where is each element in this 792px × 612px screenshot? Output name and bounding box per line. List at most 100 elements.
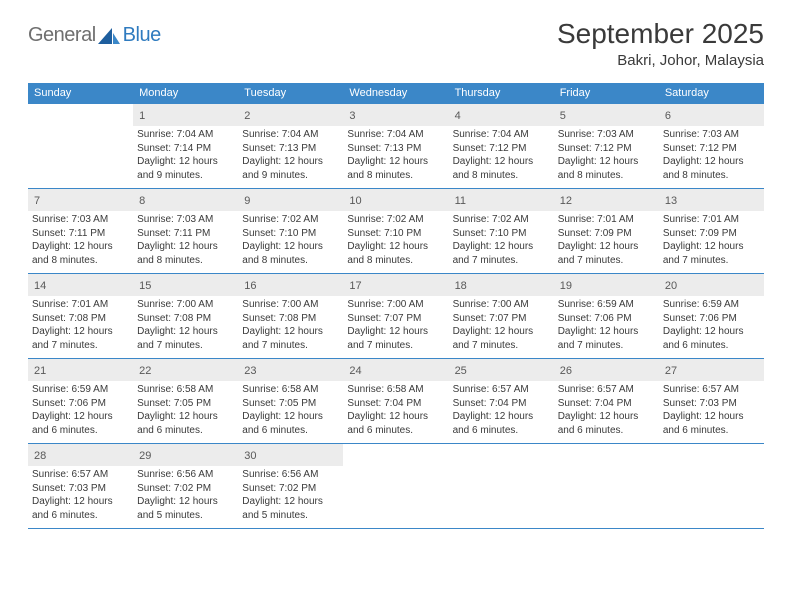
day-number: 15 bbox=[139, 280, 151, 292]
brand-part1: General bbox=[28, 24, 96, 47]
day-cell: 20 Sunrise: 6:59 AMSunset: 7:06 PMDayligh… bbox=[659, 274, 764, 358]
week-row: 1Sunrise: 7:04 AMSunset: 7:14 PMDaylight… bbox=[28, 104, 764, 189]
daylight-line: Daylight: 12 hours and 7 minutes. bbox=[558, 240, 655, 267]
day-header-cell: Friday bbox=[554, 83, 659, 104]
day-number-row: 30 bbox=[238, 444, 343, 466]
sunset-line: Sunset: 7:12 PM bbox=[453, 142, 550, 156]
sunrise-line: Sunrise: 7:01 AM bbox=[558, 213, 655, 227]
sunrise-line: Sunrise: 6:56 AM bbox=[242, 468, 339, 482]
daylight-line: Daylight: 12 hours and 7 minutes. bbox=[137, 325, 234, 352]
day-number: 9 bbox=[244, 195, 250, 207]
daylight-line: Daylight: 12 hours and 8 minutes. bbox=[347, 155, 444, 182]
sunset-line: Sunset: 7:13 PM bbox=[347, 142, 444, 156]
day-number-row: 12 bbox=[554, 189, 659, 211]
brand-logo: General Blue bbox=[28, 18, 161, 47]
sunset-line: Sunset: 7:06 PM bbox=[32, 397, 129, 411]
day-number-row: 23 bbox=[238, 359, 343, 381]
day-number-row: 13 bbox=[659, 189, 764, 211]
weeks-container: 1Sunrise: 7:04 AMSunset: 7:14 PMDaylight… bbox=[28, 104, 764, 529]
sunrise-line: Sunrise: 6:56 AM bbox=[137, 468, 234, 482]
day-number-row: 29 bbox=[133, 444, 238, 466]
day-cell: 17Sunrise: 7:00 AMSunset: 7:07 PMDayligh… bbox=[343, 274, 448, 358]
sunset-line: Sunset: 7:07 PM bbox=[453, 312, 550, 326]
day-number: 3 bbox=[349, 110, 355, 122]
day-number: 11 bbox=[455, 195, 466, 207]
daylight-line: Daylight: 12 hours and 8 minutes. bbox=[453, 155, 550, 182]
day-number-row: 4 bbox=[449, 104, 554, 126]
sunrise-line: Sunrise: 6:59 AM bbox=[558, 298, 655, 312]
sunrise-line: Sunrise: 6:58 AM bbox=[242, 383, 339, 397]
day-cell: 19Sunrise: 6:59 AMSunset: 7:06 PMDayligh… bbox=[554, 274, 659, 358]
sunrise-line: Sunrise: 7:04 AM bbox=[453, 128, 550, 142]
sunset-line: Sunset: 7:10 PM bbox=[347, 227, 444, 241]
day-number-row: 5 bbox=[554, 104, 659, 126]
sunrise-line: Sunrise: 7:00 AM bbox=[242, 298, 339, 312]
day-cell: 3 Sunrise: 7:04 AMSunset: 7:13 PMDaylight… bbox=[343, 104, 448, 188]
sunset-line: Sunset: 7:05 PM bbox=[137, 397, 234, 411]
day-cell: 27Sunrise: 6:57 AMSunset: 7:03 PMDayligh… bbox=[659, 359, 764, 443]
day-number-row: 6 bbox=[659, 104, 764, 126]
daylight-line: Daylight: 12 hours and 9 minutes. bbox=[137, 155, 234, 182]
day-number-row: 9 bbox=[238, 189, 343, 211]
day-number-row: 1 bbox=[133, 104, 238, 126]
day-cell: 22Sunrise: 6:58 AMSunset: 7:05 PMDayligh… bbox=[133, 359, 238, 443]
day-number-row: 22 bbox=[133, 359, 238, 381]
day-number-row: 7 bbox=[28, 189, 133, 211]
day-header-cell: Sunday bbox=[28, 83, 133, 104]
day-number: 19 bbox=[560, 280, 572, 292]
sunset-line: Sunset: 7:08 PM bbox=[137, 312, 234, 326]
day-number: 13 bbox=[665, 195, 677, 207]
day-cell: 24Sunrise: 6:58 AMSunset: 7:04 PMDayligh… bbox=[343, 359, 448, 443]
day-cell bbox=[449, 444, 554, 528]
week-row: 21Sunrise: 6:59 AMSunset: 7:06 PMDayligh… bbox=[28, 359, 764, 444]
sunrise-line: Sunrise: 7:03 AM bbox=[137, 213, 234, 227]
day-number: 29 bbox=[139, 450, 151, 462]
day-number-row: 3 bbox=[343, 104, 448, 126]
day-number: 26 bbox=[560, 365, 572, 377]
daylight-line: Daylight: 12 hours and 7 minutes. bbox=[32, 325, 129, 352]
calendar-page: General Blue September 2025 Bakri, Johor… bbox=[0, 0, 792, 529]
daylight-line: Daylight: 12 hours and 7 minutes. bbox=[347, 325, 444, 352]
day-cell: 4 Sunrise: 7:04 AMSunset: 7:12 PMDaylight… bbox=[449, 104, 554, 188]
day-cell: 1Sunrise: 7:04 AMSunset: 7:14 PMDaylight… bbox=[133, 104, 238, 188]
sunrise-line: Sunrise: 7:01 AM bbox=[32, 298, 129, 312]
day-number: 20 bbox=[665, 280, 677, 292]
day-number: 8 bbox=[139, 195, 145, 207]
day-cell: 5Sunrise: 7:03 AMSunset: 7:12 PMDaylight… bbox=[554, 104, 659, 188]
sunrise-line: Sunrise: 6:57 AM bbox=[663, 383, 760, 397]
sunrise-line: Sunrise: 7:04 AM bbox=[242, 128, 339, 142]
day-cell: 8Sunrise: 7:03 AMSunset: 7:11 PMDaylight… bbox=[133, 189, 238, 273]
daylight-line: Daylight: 12 hours and 6 minutes. bbox=[663, 410, 760, 437]
day-number-row: 21 bbox=[28, 359, 133, 381]
sunset-line: Sunset: 7:03 PM bbox=[663, 397, 760, 411]
sunset-line: Sunset: 7:06 PM bbox=[663, 312, 760, 326]
week-row: 28Sunrise: 6:57 AMSunset: 7:03 PMDayligh… bbox=[28, 444, 764, 529]
day-number: 18 bbox=[455, 280, 467, 292]
day-cell: 10Sunrise: 7:02 AMSunset: 7:10 PMDayligh… bbox=[343, 189, 448, 273]
day-number-row: 19 bbox=[554, 274, 659, 296]
sunrise-line: Sunrise: 7:03 AM bbox=[663, 128, 760, 142]
title-block: September 2025 Bakri, Johor, Malaysia bbox=[557, 18, 764, 69]
daylight-line: Daylight: 12 hours and 6 minutes. bbox=[663, 325, 760, 352]
sunset-line: Sunset: 7:12 PM bbox=[663, 142, 760, 156]
sunrise-line: Sunrise: 7:04 AM bbox=[347, 128, 444, 142]
sunrise-line: Sunrise: 6:59 AM bbox=[663, 298, 760, 312]
day-cell: 2Sunrise: 7:04 AMSunset: 7:13 PMDaylight… bbox=[238, 104, 343, 188]
sunrise-line: Sunrise: 6:57 AM bbox=[32, 468, 129, 482]
day-cell: 23Sunrise: 6:58 AMSunset: 7:05 PMDayligh… bbox=[238, 359, 343, 443]
daylight-line: Daylight: 12 hours and 6 minutes. bbox=[137, 410, 234, 437]
day-cell: 14Sunrise: 7:01 AMSunset: 7:08 PMDayligh… bbox=[28, 274, 133, 358]
day-header-cell: Wednesday bbox=[343, 83, 448, 104]
day-cell: 28Sunrise: 6:57 AMSunset: 7:03 PMDayligh… bbox=[28, 444, 133, 528]
sunrise-line: Sunrise: 6:57 AM bbox=[453, 383, 550, 397]
day-number: 1 bbox=[139, 110, 145, 122]
day-number: 16 bbox=[244, 280, 256, 292]
day-cell bbox=[554, 444, 659, 528]
sunset-line: Sunset: 7:07 PM bbox=[347, 312, 444, 326]
daylight-line: Daylight: 12 hours and 8 minutes. bbox=[32, 240, 129, 267]
sunset-line: Sunset: 7:14 PM bbox=[137, 142, 234, 156]
daylight-line: Daylight: 12 hours and 6 minutes. bbox=[32, 410, 129, 437]
day-cell: 16Sunrise: 7:00 AMSunset: 7:08 PMDayligh… bbox=[238, 274, 343, 358]
header: General Blue September 2025 Bakri, Johor… bbox=[28, 18, 764, 69]
daylight-line: Daylight: 12 hours and 5 minutes. bbox=[137, 495, 234, 522]
